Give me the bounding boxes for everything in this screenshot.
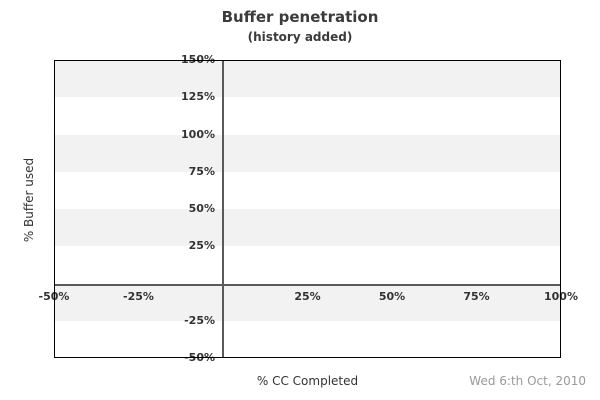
band-neg25-neg50 [54,320,561,358]
plot-border [54,60,561,358]
band-0-neg25 [54,283,561,321]
x-zero-axis-line [54,283,561,286]
y-tick-75: 75% [188,164,215,178]
chart-subtitle: (history added) [247,30,353,44]
y-axis-title: % Buffer used [22,157,36,243]
x-tick-75: 75% [463,290,490,303]
band-75-50 [54,171,561,209]
x-tick-50: 50% [378,290,406,303]
footer-date: Wed 6:th Oct, 2010 [469,374,586,388]
x-axis-title: % CC Completed [256,374,359,388]
y-tick-125: 125% [181,90,215,104]
plot-area: 150% 125% 100% 75% 50% 25% -25% -50% -50… [39,53,578,364]
band-125-100 [54,97,561,135]
x-tick-neg25: -25% [123,290,154,303]
y-tick-100: 100% [181,127,215,141]
y-tick-neg25: -25% [184,313,215,327]
band-25-0 [54,246,561,284]
y-zero-axis-line [222,60,224,358]
band-150-125 [54,60,561,98]
chart-title: Buffer penetration [221,8,379,26]
band-100-75 [54,134,561,172]
y-tick-50: 50% [188,202,215,215]
y-tick-25: 25% [188,239,215,253]
x-tick-25: 25% [294,290,321,303]
band-50-25 [54,209,561,247]
y-tick-150: 150% [181,53,215,66]
